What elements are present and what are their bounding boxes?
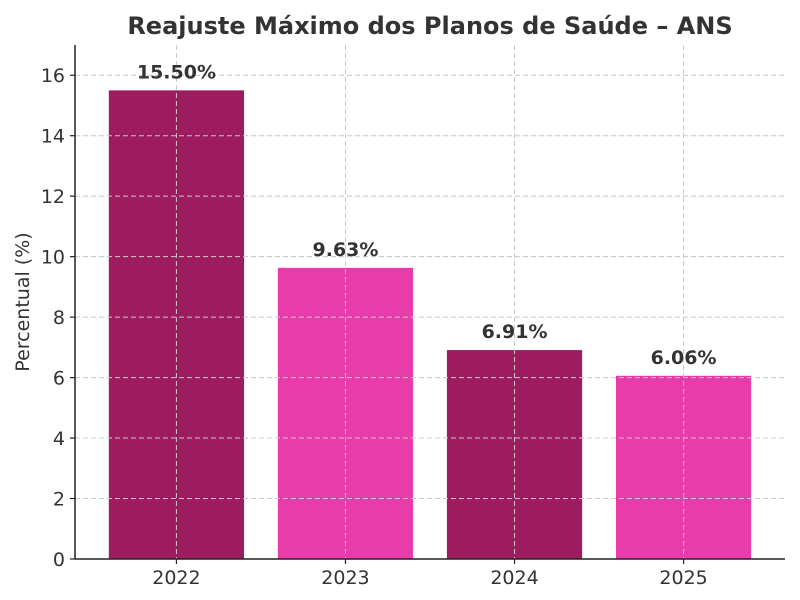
y-tick-label: 14 (41, 126, 65, 148)
y-tick-label: 2 (53, 489, 65, 511)
y-axis-label: Percentual (%) (12, 232, 34, 371)
y-tick-label: 8 (53, 307, 65, 329)
data-label-2023: 9.63% (313, 239, 379, 261)
data-label-2022: 15.50% (137, 61, 216, 83)
data-label-2025: 6.06% (651, 347, 717, 369)
x-tick-label: 2024 (490, 567, 538, 589)
x-tick-label: 2022 (152, 567, 200, 589)
y-tick-label: 16 (41, 65, 65, 87)
y-tick-label: 10 (41, 247, 65, 269)
y-tick-label: 6 (53, 368, 65, 390)
y-tick-label: 0 (53, 549, 65, 571)
chart-title: Reajuste Máximo dos Planos de Saúde – AN… (127, 12, 732, 40)
x-tick-label: 2025 (659, 567, 707, 589)
y-tick-label: 12 (41, 186, 65, 208)
bar-2025 (615, 375, 752, 559)
x-tick-label: 2023 (321, 567, 369, 589)
data-label-2024: 6.91% (482, 321, 548, 343)
y-tick-label: 4 (53, 428, 65, 450)
